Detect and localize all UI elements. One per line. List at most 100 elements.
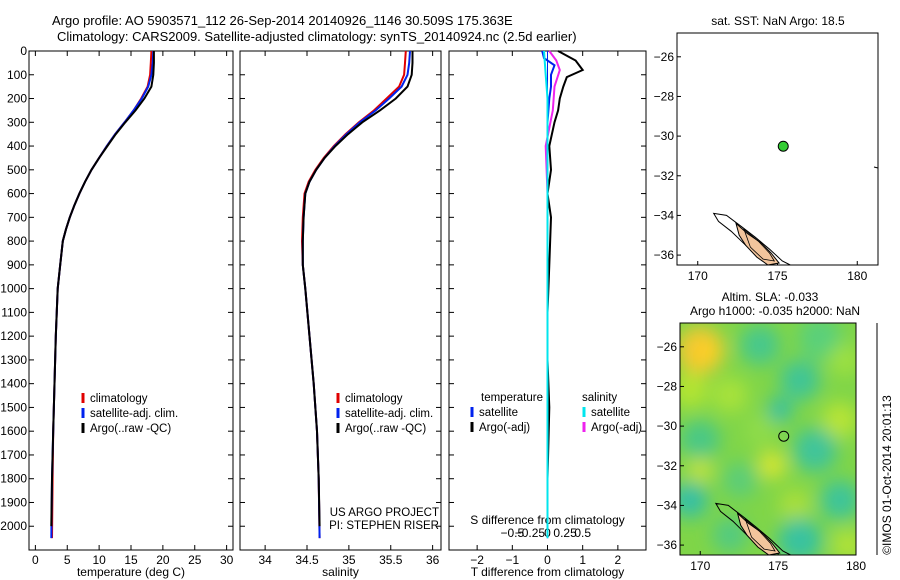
x-tick-label: 20 (156, 553, 170, 567)
map-y-tick-label: −30 (657, 419, 678, 433)
s-tick-label: 0.25 (553, 526, 577, 540)
depth-tick-label: 1200 (0, 329, 27, 343)
depth-tick-label: 100 (7, 68, 27, 82)
legend-entry: climatology (345, 393, 403, 405)
depth-tick-label: 400 (7, 139, 27, 153)
map-x-tick-label: 180 (847, 269, 867, 283)
temperature-axis-label: temperature (deg C) (77, 565, 185, 579)
map-x-tick-label: 180 (846, 559, 866, 573)
legend-entry: climatology (90, 393, 148, 405)
map-x-tick-label: 175 (767, 269, 787, 283)
sla-title-line2: Argo h1000: -0.035 h2000: NaN (690, 304, 860, 318)
x-tick-label: −2 (470, 553, 484, 567)
sla-blob (829, 344, 856, 376)
legend-group-title: salinity (582, 392, 617, 404)
legend-entry: Argo(..raw -QC) (345, 423, 426, 435)
sla-blob (680, 372, 708, 408)
legend-entry: satellite-adj. clim. (90, 408, 178, 420)
x-tick-label: 35 (342, 553, 356, 567)
legend-entry: Argo(-adj) (591, 422, 642, 434)
x-tick-label: 25 (188, 553, 202, 567)
profile-title: Argo profile: AO 5903571_112 26-Sep-2014… (52, 13, 513, 28)
x-tick-label: 34 (258, 553, 272, 567)
depth-tick-label: 900 (7, 258, 27, 272)
map-y-tick-label: −26 (654, 50, 675, 64)
map-y-tick-label: −36 (654, 248, 675, 262)
map-y-tick-label: −34 (654, 208, 675, 222)
depth-tick-label: 1000 (0, 282, 27, 296)
temperature-panel-frame (28, 50, 234, 551)
map-y-tick-label: −36 (657, 538, 678, 552)
x-tick-label: 34.5 (295, 553, 319, 567)
sla-blob (780, 360, 820, 400)
sla-blob (712, 517, 748, 553)
x-tick-label: −1 (505, 553, 519, 567)
sla-blob (680, 482, 708, 518)
t-difference-label: T difference from climatology (471, 565, 625, 579)
x-tick-label: 2 (615, 553, 622, 567)
depth-tick-label: 2000 (0, 519, 27, 533)
depth-tick-label: 1500 (0, 400, 27, 414)
sst-map-frame (676, 32, 879, 266)
sla-blob (798, 323, 842, 360)
depth-tick-label: 1700 (0, 448, 27, 462)
temperature-series-line (50, 51, 155, 527)
s-tick-label: −0.5 (500, 526, 524, 540)
difference-series-line (543, 50, 549, 539)
sla-heat-field (680, 323, 856, 555)
bathymetry-contour-sla (714, 502, 791, 555)
argo-location-marker (777, 140, 789, 152)
sla-blob (779, 489, 811, 521)
depth-tick-label: 1100 (1, 305, 27, 319)
sla-blob (820, 480, 856, 520)
depth-tick-label: 800 (7, 234, 27, 248)
depth-tick-label: 700 (7, 210, 27, 224)
salinity-series-line (301, 51, 414, 527)
map-y-tick-label: −28 (654, 89, 675, 103)
map-x-tick-label: 175 (768, 559, 788, 573)
imos-timestamp: ©IMOS 01-Oct-2014 20:01:13 (880, 395, 894, 555)
depth-tick-label: 600 (7, 187, 27, 201)
depth-tick-label: 1900 (0, 495, 27, 509)
sla-heatmap-layer (680, 323, 856, 555)
map-x-tick-label: 170 (690, 559, 710, 573)
sla-blob (768, 398, 792, 422)
legend-entry: satellite-adj. clim. (345, 408, 433, 420)
sla-title-line1: Altim. SLA: -0.033 (722, 290, 819, 304)
salinity-panel-frame (239, 50, 442, 551)
x-tick-label: 5 (64, 553, 71, 567)
map-y-tick-label: −26 (657, 340, 678, 354)
x-tick-label: 0 (32, 553, 39, 567)
sla-blob (758, 451, 786, 479)
depth-tick-label: 500 (7, 163, 27, 177)
x-tick-label: 30 (220, 553, 234, 567)
map-y-tick-label: −28 (657, 379, 678, 393)
depth-tick-label: 1400 (0, 377, 27, 391)
bathymetry-contour (712, 212, 791, 266)
map-y-tick-label: −30 (654, 129, 675, 143)
x-tick-label: 15 (124, 553, 138, 567)
sla-blob (696, 340, 720, 364)
sst-map-title: sat. SST: NaN Argo: 18.5 (711, 14, 845, 28)
map-y-tick-label: −32 (654, 169, 675, 183)
depth-tick-label: 0 (20, 44, 27, 58)
sla-blobs (680, 323, 856, 555)
difference-series-line (546, 50, 585, 527)
sla-blob (744, 414, 776, 446)
land-contour (743, 228, 776, 262)
legend-entry: satellite (591, 407, 630, 419)
coast-mark (873, 166, 879, 169)
sla-blob (722, 462, 758, 498)
sla-blob (740, 325, 780, 365)
map-y-tick-label: −34 (657, 498, 678, 512)
legend-entry: satellite (479, 407, 518, 419)
x-tick-label: 10 (92, 553, 106, 567)
salinity-axis-label: salinity (322, 565, 359, 579)
map-y-tick-label: −32 (657, 459, 678, 473)
temperature-series-line (51, 50, 153, 539)
legend-entry: Argo(-adj) (479, 422, 530, 434)
depth-tick-label: 1600 (0, 424, 27, 438)
x-tick-label: 0 (544, 553, 551, 567)
